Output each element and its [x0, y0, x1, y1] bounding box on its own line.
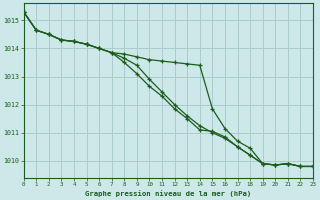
- X-axis label: Graphe pression niveau de la mer (hPa): Graphe pression niveau de la mer (hPa): [85, 190, 252, 197]
